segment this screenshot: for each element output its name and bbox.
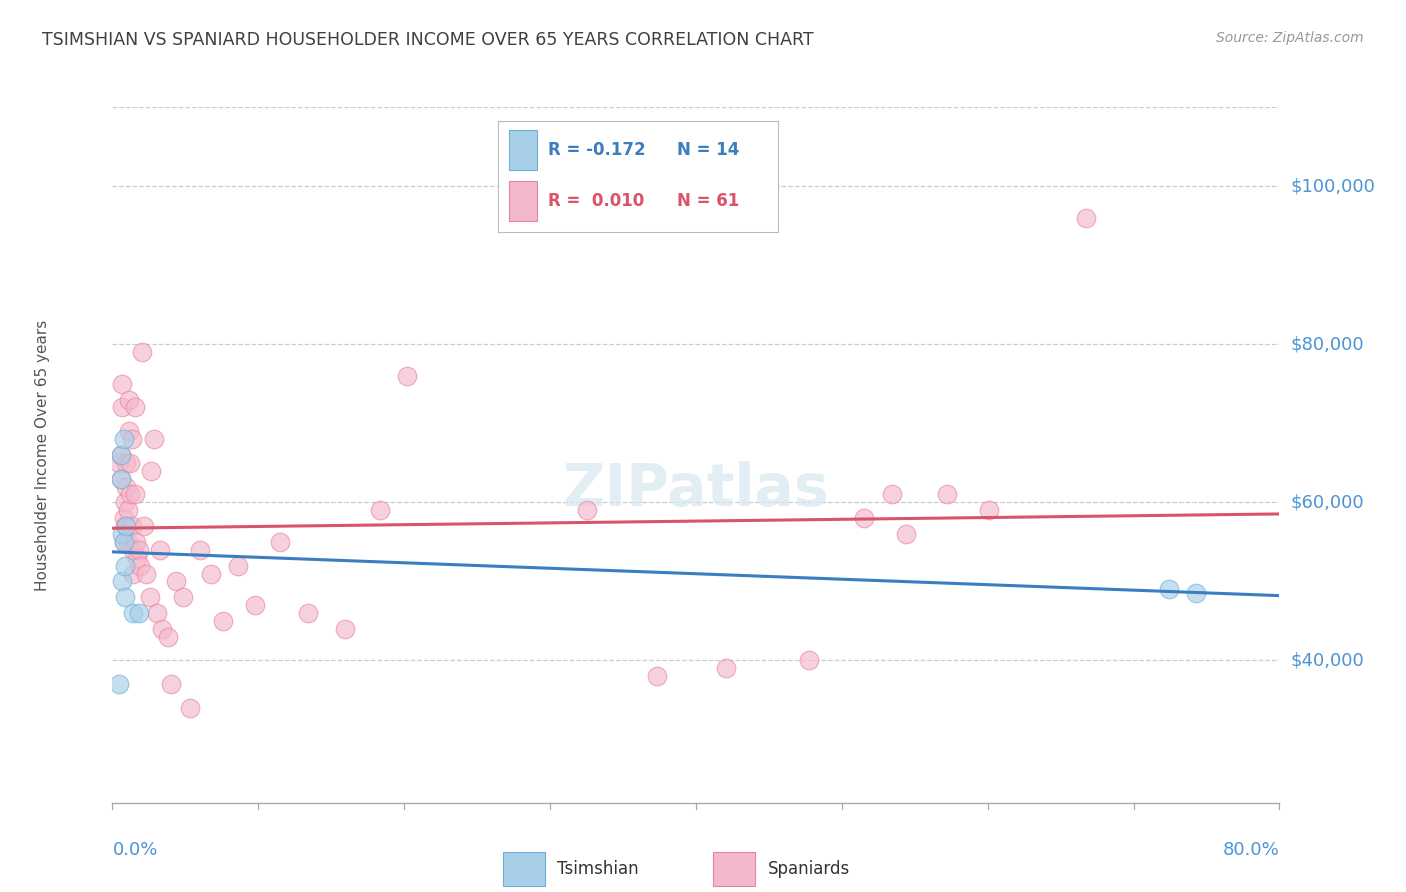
Point xyxy=(110,448,132,462)
Text: 0.0%: 0.0% xyxy=(112,841,157,859)
Point xyxy=(576,503,599,517)
Point xyxy=(114,558,136,573)
Point xyxy=(114,519,136,533)
Point xyxy=(120,487,142,501)
Point xyxy=(111,376,134,391)
Point xyxy=(269,535,291,549)
Point xyxy=(114,495,136,509)
Point xyxy=(118,424,141,438)
Point xyxy=(179,701,201,715)
Text: Householder Income Over 65 years: Householder Income Over 65 years xyxy=(35,319,51,591)
Text: 80.0%: 80.0% xyxy=(1223,841,1279,859)
Point xyxy=(150,622,173,636)
Point xyxy=(121,519,143,533)
Text: Source: ZipAtlas.com: Source: ZipAtlas.com xyxy=(1216,31,1364,45)
Point xyxy=(128,606,150,620)
Text: TSIMSHIAN VS SPANIARD HOUSEHOLDER INCOME OVER 65 YEARS CORRELATION CHART: TSIMSHIAN VS SPANIARD HOUSEHOLDER INCOME… xyxy=(42,31,814,49)
Point xyxy=(936,487,959,501)
Point xyxy=(111,574,134,589)
Point xyxy=(159,677,181,691)
Point xyxy=(333,622,356,636)
Point xyxy=(112,511,135,525)
Point xyxy=(714,661,737,675)
Point xyxy=(894,527,917,541)
Point xyxy=(1157,582,1180,597)
Text: $80,000: $80,000 xyxy=(1291,335,1364,353)
Point xyxy=(112,535,135,549)
Point xyxy=(110,472,132,486)
Point xyxy=(117,503,139,517)
Point xyxy=(228,558,250,573)
Point xyxy=(127,550,149,565)
Point xyxy=(141,464,163,478)
Point xyxy=(108,456,131,470)
Point xyxy=(148,542,170,557)
Point xyxy=(853,511,876,525)
Text: $40,000: $40,000 xyxy=(1291,651,1364,670)
Point xyxy=(396,368,419,383)
Point xyxy=(122,542,145,557)
Point xyxy=(143,432,166,446)
Point xyxy=(122,566,145,581)
Point xyxy=(110,448,132,462)
Point xyxy=(124,401,146,415)
Point xyxy=(117,535,139,549)
Point xyxy=(146,606,169,620)
Point xyxy=(128,542,150,557)
Point xyxy=(108,677,131,691)
Point xyxy=(131,345,153,359)
Point xyxy=(297,606,319,620)
Point xyxy=(111,527,134,541)
Point xyxy=(165,574,187,589)
Point xyxy=(1185,586,1208,600)
Point xyxy=(121,432,143,446)
Point xyxy=(120,456,142,470)
Point xyxy=(172,591,194,605)
Point xyxy=(212,614,235,628)
Point xyxy=(135,566,157,581)
Point xyxy=(118,392,141,407)
Point xyxy=(129,558,152,573)
Point xyxy=(111,401,134,415)
Text: $100,000: $100,000 xyxy=(1291,178,1375,195)
Point xyxy=(1074,211,1097,225)
Point xyxy=(200,566,222,581)
Point xyxy=(124,487,146,501)
Point xyxy=(368,503,391,517)
Point xyxy=(243,598,266,612)
Point xyxy=(115,519,138,533)
Point xyxy=(114,591,136,605)
Point xyxy=(112,432,135,446)
Point xyxy=(115,479,138,493)
Point xyxy=(880,487,903,501)
Point xyxy=(977,503,1000,517)
Point xyxy=(122,606,145,620)
Point xyxy=(110,472,132,486)
Text: ZIPatlas: ZIPatlas xyxy=(562,461,830,518)
Point xyxy=(125,535,148,549)
Point xyxy=(139,591,162,605)
Point xyxy=(115,456,138,470)
Point xyxy=(112,535,135,549)
Text: $60,000: $60,000 xyxy=(1291,493,1364,511)
Point xyxy=(134,519,156,533)
Point xyxy=(797,653,820,667)
Point xyxy=(645,669,668,683)
Point xyxy=(188,542,211,557)
Point xyxy=(156,630,179,644)
